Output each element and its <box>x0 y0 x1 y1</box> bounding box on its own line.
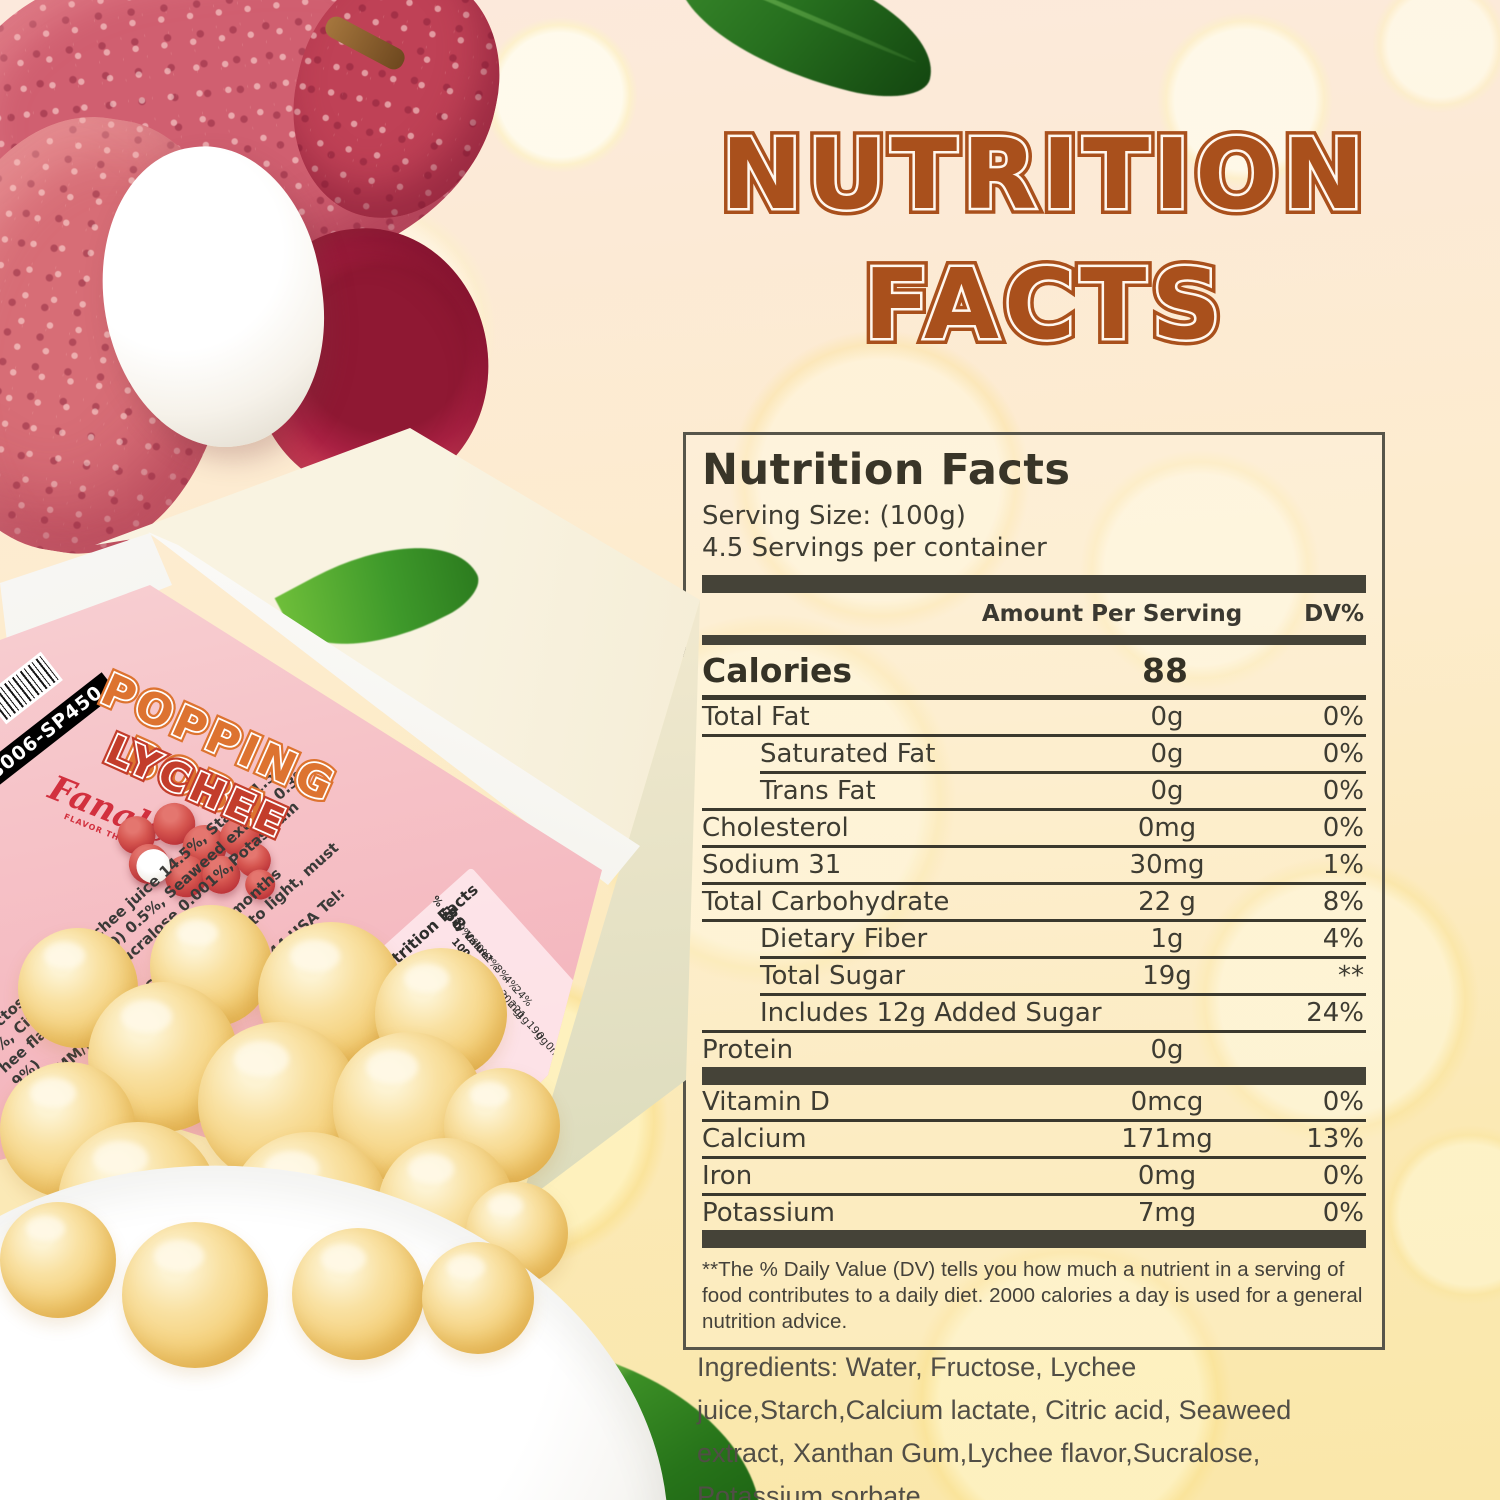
serving-size: Serving Size: (100g) <box>702 501 966 531</box>
row-label: Saturated Fat <box>760 739 936 769</box>
hero-title-line1: NUTRITION NUTRITION NUTRITION <box>715 112 1370 237</box>
table-row: Cholesterol 0mg 0% <box>702 811 1366 845</box>
row-label: Sodium 31 <box>702 850 842 880</box>
separator-line <box>760 771 1366 774</box>
row-dv: 24% <box>1306 998 1364 1028</box>
row-amount: 30mg <box>1129 850 1205 880</box>
boba-pearl <box>122 1222 268 1368</box>
table-row: Sodium 31 30mg 1% <box>702 848 1366 882</box>
row-amount: 22 g <box>1138 887 1196 917</box>
row-label: Total Sugar <box>760 961 906 991</box>
row-amount: 0g <box>1150 1035 1184 1065</box>
row-dv: 0% <box>1322 776 1364 806</box>
row-dv: 0% <box>1322 813 1364 843</box>
row-amount: 171mg <box>1121 1124 1213 1154</box>
separator-line <box>760 993 1366 996</box>
row-label: Total Fat <box>702 702 810 732</box>
table-row: Saturated Fat 0g 0% <box>702 737 1366 771</box>
row-label: Dietary Fiber <box>760 924 928 954</box>
row-label: Iron <box>702 1161 753 1191</box>
hero-title: NUTRITION NUTRITION NUTRITION FACTS FACT… <box>688 112 1402 370</box>
table-row: Total Carbohydrate 22 g 8% <box>702 885 1366 919</box>
separator-line <box>702 734 1366 737</box>
row-dv: ** <box>1338 961 1364 991</box>
separator-line <box>702 808 1366 811</box>
row-dv: 1% <box>1322 850 1364 880</box>
row-dv: 8% <box>1322 887 1364 917</box>
separator-line <box>760 956 1366 959</box>
table-row: Potassium 7mg 0% <box>702 1196 1366 1230</box>
row-amount: 0mg <box>1137 1161 1197 1191</box>
row-amount: 0g <box>1150 739 1184 769</box>
calories-row: Calories 88 <box>702 645 1366 695</box>
hero-title-line2: FACTS FACTS FACTS <box>858 242 1227 367</box>
table-row: Vitamin D 0mcg 0% <box>702 1085 1366 1119</box>
row-label: Total Carbohydrate <box>702 887 950 917</box>
separator-line <box>702 1156 1366 1159</box>
row-amount: 19g <box>1142 961 1192 991</box>
row-dv: 0% <box>1322 702 1364 732</box>
separator-line <box>702 1193 1366 1196</box>
row-label: Includes 12g Added Sugar <box>760 998 1102 1028</box>
separator-bar <box>702 1230 1366 1248</box>
row-dv: 13% <box>1306 1124 1364 1154</box>
nutrition-panel: Nutrition Facts Serving Size: (100g) 4.5… <box>683 432 1385 1350</box>
column-header-amount: Amount Per Serving <box>981 601 1243 627</box>
boba-pearl <box>292 1228 424 1360</box>
table-row: Total Sugar 19g ** <box>702 959 1366 993</box>
table-row: Total Fat 0g 0% <box>702 700 1366 734</box>
boba-pearl <box>422 1242 534 1354</box>
table-row: Dietary Fiber 1g 4% <box>702 922 1366 956</box>
row-dv: 4% <box>1322 924 1364 954</box>
separator-line <box>702 695 1366 700</box>
row-amount: 0g <box>1150 702 1184 732</box>
table-row: Includes 12g Added Sugar 24% <box>702 996 1366 1030</box>
boba-pearl <box>0 1202 116 1318</box>
nutrition-rows: Total Fat 0g 0% Saturated Fat 0g 0% Trans Fat 0… <box>702 700 1366 1248</box>
panel-title: Nutrition Facts <box>702 445 1071 495</box>
row-label: Cholesterol <box>702 813 849 843</box>
row-amount: 0mcg <box>1130 1087 1204 1117</box>
row-amount: 0g <box>1150 776 1184 806</box>
table-row: Calcium 171mg 13% <box>702 1122 1366 1156</box>
leaf-top-icon <box>658 0 950 110</box>
table-row: Protein 0g <box>702 1033 1366 1067</box>
row-dv: 0% <box>1322 1087 1364 1117</box>
servings-per-container: 4.5 Servings per container <box>702 533 1047 563</box>
separator-line <box>702 1030 1366 1033</box>
separator-line <box>702 845 1366 848</box>
separator-bar <box>702 575 1366 593</box>
row-label: Protein <box>702 1035 794 1065</box>
row-dv: 0% <box>1322 1198 1364 1228</box>
table-row: Trans Fat 0g 0% <box>702 774 1366 808</box>
dv-footnote: **The % Daily Value (DV) tells you how m… <box>702 1258 1363 1333</box>
row-amount: 7mg <box>1137 1198 1197 1228</box>
separator-line <box>702 919 1366 922</box>
separator-bar <box>702 635 1366 645</box>
row-amount: 1g <box>1150 924 1184 954</box>
row-dv: 0% <box>1322 1161 1364 1191</box>
column-header-dv: DV% <box>1304 601 1364 627</box>
table-row: Iron 0mg 0% <box>702 1159 1366 1193</box>
row-label: Vitamin D <box>702 1087 830 1117</box>
column-header-row: Amount Per Serving DV% <box>702 593 1366 635</box>
calories-value: 88 <box>1142 650 1188 690</box>
row-label: Trans Fat <box>760 776 876 806</box>
row-amount: 0mg <box>1137 813 1197 843</box>
separator-line <box>702 1119 1366 1122</box>
separator-line <box>702 882 1366 885</box>
row-label: Calcium <box>702 1124 807 1154</box>
calories-label: Calories <box>702 650 853 690</box>
ingredients-text: Ingredients: Water, Fructose, Lychee jui… <box>697 1352 1292 1500</box>
row-label: Potassium <box>702 1198 835 1228</box>
row-dv: 0% <box>1322 739 1364 769</box>
separator-bar <box>702 1067 1366 1085</box>
